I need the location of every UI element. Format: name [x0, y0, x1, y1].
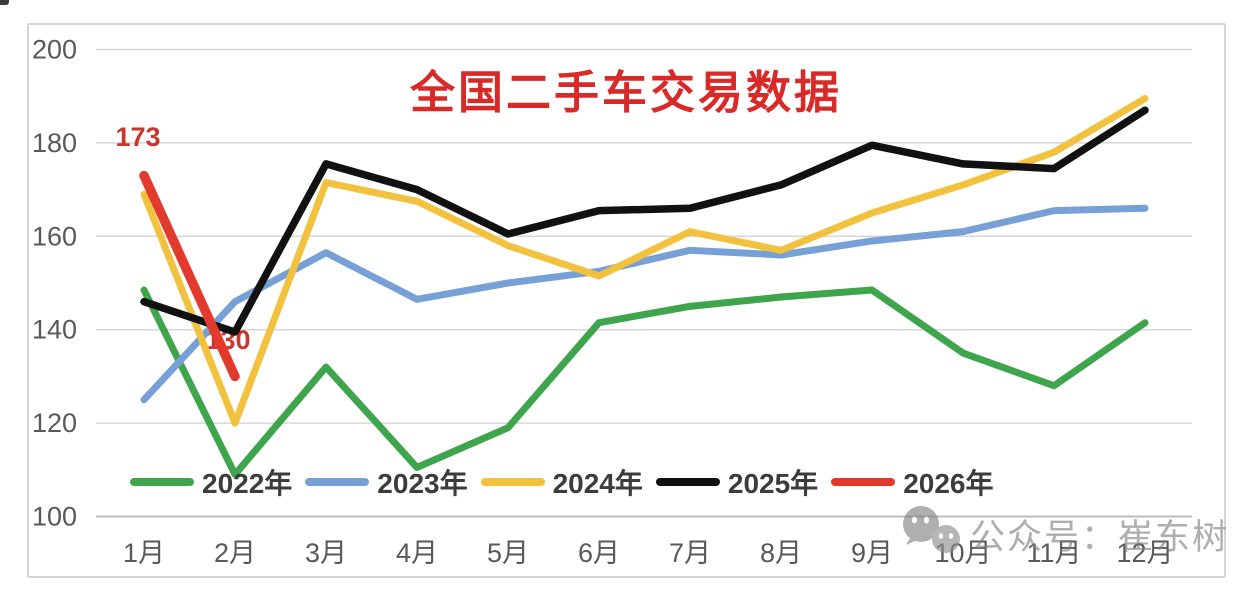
series-line-2026年 [139, 170, 240, 382]
x-tick-label: 10月 [934, 538, 991, 568]
y-tick-label: 160 [32, 221, 77, 251]
chart-frame [27, 23, 1226, 578]
legend-swatch [305, 478, 370, 486]
series-line-2022年 [140, 286, 1149, 478]
x-tick-label: 2月 [214, 538, 256, 568]
legend-label: 2025年 [727, 468, 819, 499]
x-tick-label: 4月 [396, 538, 438, 568]
chart-legend: 2022年 2023年 2024年 2025年 2026年 [130, 466, 993, 499]
legend-label: 2024年 [552, 468, 643, 499]
x-tick-label: 6月 [578, 538, 620, 568]
x-tick-label: 1月 [123, 538, 165, 568]
screenshot-edge-artifact [0, 0, 9, 5]
legend-label: 2026年 [903, 468, 994, 499]
legend-item-2024年: 2024年 [480, 462, 643, 502]
legend-item-2025年: 2025年 [655, 462, 819, 502]
y-tick-label: 140 [32, 315, 77, 345]
legend-swatch [480, 478, 545, 486]
y-tick-label: 100 [32, 502, 77, 532]
annotation-label: 173 [115, 122, 160, 152]
x-tick-label: 9月 [851, 538, 893, 568]
legend-swatch [831, 478, 896, 486]
y-tick-label: 120 [32, 408, 77, 438]
legend-swatch [655, 478, 720, 486]
legend-item-2023年: 2023年 [305, 462, 468, 502]
legend-label: 2023年 [377, 468, 468, 499]
chart-title: 全国二手车交易数据 [409, 67, 842, 118]
y-tick-label: 180 [32, 128, 77, 158]
series-line-2024年 [140, 95, 1149, 427]
legend-item-2022年: 2022年 [130, 462, 292, 502]
x-tick-label: 11月 [1026, 538, 1081, 568]
x-tick-label: 12月 [1116, 538, 1173, 568]
x-tick-label: 3月 [305, 538, 347, 568]
x-tick-label: 8月 [760, 538, 802, 568]
legend-swatch [130, 478, 194, 486]
y-tick-label: 200 [32, 35, 77, 65]
legend-item-2026年: 2026年 [831, 462, 993, 502]
x-tick-label: 7月 [669, 538, 711, 568]
legend-label: 2022年 [202, 468, 293, 499]
x-tick-label: 5月 [487, 538, 529, 568]
series-line-2023年 [140, 204, 1149, 404]
series-line-2025年 [140, 106, 1149, 336]
